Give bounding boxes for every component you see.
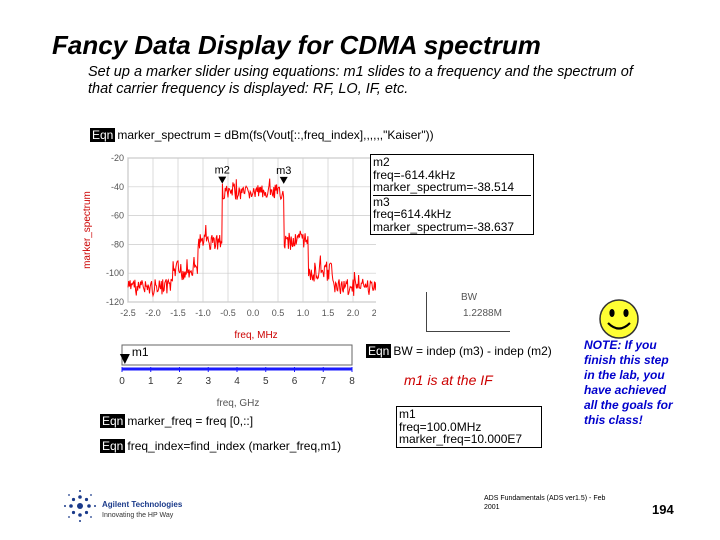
readout-m3-value: marker_spectrum=-38.637	[373, 219, 515, 234]
slider-tick-label: 4	[234, 376, 240, 387]
slider-marker-label: m1	[132, 345, 149, 359]
slider-area	[121, 344, 353, 366]
spectrum-trace	[127, 178, 376, 298]
m1-readout-freq: freq=100.0MHz	[399, 419, 482, 434]
y-tick-label: -20	[111, 153, 124, 163]
slider-axis-label: freq, GHz	[217, 398, 260, 408]
slider-tick-label: 7	[320, 376, 326, 387]
slide-title: Fancy Data Display for CDMA spectrum	[52, 30, 541, 60]
bw-readout: BW 1.2288M	[426, 292, 510, 332]
eqn-marker-spectrum[interactable]: Eqn marker_spectrum = dBm(fs(Vout[::,fre…	[90, 128, 434, 142]
y-axis-label: marker_spectrum	[82, 191, 93, 269]
bw-label: BW	[461, 292, 478, 303]
eqn-text: BW = indep (m3) - indep (m2)	[393, 344, 552, 358]
x-tick-label: -1.0	[195, 308, 211, 318]
x-tick-label: 2.0	[347, 308, 360, 318]
x-axis-label: freq, MHz	[234, 330, 277, 341]
x-tick-labels: -2.5 -2.0 -1.5 -1.0 -0.5 0.0 0.5 1.0 1.5 2.0 2.5	[120, 308, 376, 318]
readout-m3-freq: freq=614.4kHz	[373, 207, 452, 221]
x-tick-label: 1.5	[322, 308, 335, 318]
eqn-marker-freq[interactable]: Eqn marker_freq = freq [0,::]	[100, 414, 253, 428]
eqn-tag: Eqn	[100, 414, 126, 428]
eqn-text: marker_freq = freq [0,::]	[127, 414, 254, 428]
spectrum-chart[interactable]: -20 -40 -60 -80 -100 -120 -2.5 -2.0 -1.5 -1.0 -0.…	[76, 148, 376, 344]
x-tick-label: -2.0	[145, 308, 161, 318]
y-tick-label: -60	[111, 211, 124, 221]
x-tick-label: -2.5	[120, 308, 136, 318]
eqn-tag: Eqn	[366, 344, 392, 358]
x-tick-label: -1.5	[170, 308, 186, 318]
eqn-tag: Eqn	[100, 439, 126, 453]
smiley-icon	[599, 299, 639, 339]
footer-year: 2001	[484, 504, 500, 511]
slider-tick-label: 8	[349, 376, 355, 387]
x-tick-label: 2.5	[372, 308, 376, 318]
m1-note: m1 is at the IF	[404, 372, 493, 388]
eqn-text: marker_spectrum = dBm(fs(Vout[::,freq_in…	[117, 128, 434, 142]
x-tick-label: 1.0	[297, 308, 310, 318]
logo-tagline: Innovating the HP Way	[102, 512, 174, 519]
page-number: 194	[652, 502, 674, 517]
eqn-tag: Eqn	[90, 128, 116, 142]
chart-grid	[127, 157, 376, 303]
readout-m2-name: m2	[373, 155, 390, 169]
slider-tick-label: 5	[263, 376, 269, 387]
m1-readout-value: marker_freq=10.000E7	[399, 432, 523, 446]
slide-subtitle: Set up a marker slider using equations: …	[88, 64, 633, 97]
footer-course: ADS Fundamentals (ADS ver1.5) - Feb	[484, 495, 606, 502]
y-tick-labels: -20 -40 -60 -80 -100 -120	[106, 153, 124, 307]
slider-tick-label: 2	[177, 376, 183, 387]
slider-tick-label: 1	[148, 376, 154, 387]
bw-value: 1.2288M	[463, 308, 502, 319]
y-tick-label: -40	[111, 182, 124, 192]
slider-tick-labels: 0 1 2 3 4 5 6 7 8	[119, 367, 355, 387]
marker-label-m3: m3	[276, 165, 291, 177]
completion-note: NOTE: If you finish this step in the lab…	[584, 338, 673, 427]
m1-readout-box[interactable]: m1 freq=100.0MHz marker_freq=10.000E7	[396, 406, 542, 448]
slider-tick-label: 0	[119, 376, 125, 387]
eqn-bw[interactable]: Eqn BW = indep (m3) - indep (m2)	[366, 344, 552, 358]
x-tick-label: 0.5	[272, 308, 285, 318]
y-tick-label: -80	[111, 239, 124, 249]
marker-label-m2: m2	[215, 165, 230, 177]
readout-m2-freq: freq=-614.4kHz	[373, 167, 456, 182]
chart-markers[interactable]: m2 m3	[215, 165, 292, 184]
y-tick-label: -100	[106, 268, 124, 278]
slider-marker-triangle[interactable]	[119, 354, 130, 364]
m1-readout-name: m1	[399, 407, 416, 421]
marker-readout-box[interactable]: m2 freq=-614.4kHz marker_spectrum=-38.51…	[370, 154, 534, 235]
y-tick-label: -120	[106, 297, 124, 307]
slider-tick-label: 3	[205, 376, 211, 387]
x-tick-label: 0.0	[247, 308, 260, 318]
readout-m3-name: m3	[373, 194, 531, 209]
marker-m2[interactable]	[218, 176, 227, 184]
logo-name: Agilent Technologies	[102, 500, 183, 509]
marker-slider[interactable]: 0 1 2 3 4 5 6 7 8 m1 freq, GHz	[96, 342, 366, 408]
plot-area	[127, 157, 376, 303]
eqn-freq-index[interactable]: Eqn freq_index=find_index (marker_freq,m…	[100, 439, 341, 453]
agilent-spark-icon	[64, 490, 96, 522]
eqn-text: freq_index=find_index (marker_freq,m1)	[127, 439, 342, 453]
slider-marker-m1[interactable]: m1	[119, 345, 149, 364]
x-tick-label: -0.5	[220, 308, 236, 318]
readout-m2-value: marker_spectrum=-38.514	[373, 180, 515, 194]
slider-tick-label: 6	[292, 376, 298, 387]
marker-m3[interactable]	[279, 176, 288, 184]
